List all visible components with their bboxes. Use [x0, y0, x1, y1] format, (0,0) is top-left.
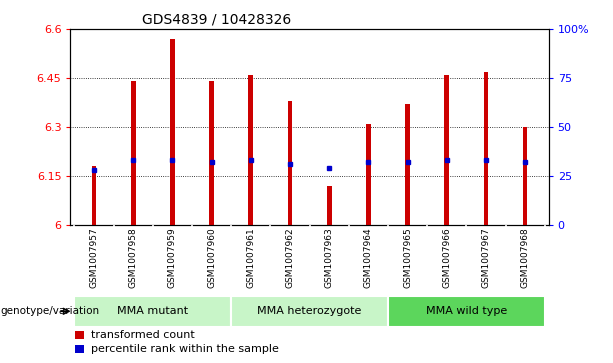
- Text: genotype/variation: genotype/variation: [0, 306, 99, 316]
- Text: GSM1007968: GSM1007968: [520, 227, 530, 288]
- Bar: [405, 104, 410, 225]
- Bar: [74, 296, 231, 327]
- Text: GSM1007959: GSM1007959: [168, 227, 177, 288]
- Text: GSM1007964: GSM1007964: [364, 227, 373, 288]
- Text: MMA wild type: MMA wild type: [425, 306, 507, 316]
- Bar: [170, 39, 175, 225]
- Bar: [484, 72, 489, 225]
- Text: GDS4839 / 10428326: GDS4839 / 10428326: [142, 12, 291, 26]
- Text: percentile rank within the sample: percentile rank within the sample: [91, 344, 279, 354]
- Bar: [388, 296, 545, 327]
- Bar: [75, 345, 84, 354]
- Text: GSM1007967: GSM1007967: [481, 227, 490, 288]
- Bar: [92, 166, 96, 225]
- Text: GSM1007963: GSM1007963: [325, 227, 333, 288]
- Bar: [523, 127, 527, 225]
- Bar: [75, 331, 84, 339]
- Text: GSM1007958: GSM1007958: [129, 227, 138, 288]
- Bar: [366, 124, 371, 225]
- Bar: [131, 81, 135, 225]
- Text: MMA heterozygote: MMA heterozygote: [257, 306, 362, 316]
- Text: MMA mutant: MMA mutant: [117, 306, 188, 316]
- Text: GSM1007962: GSM1007962: [286, 227, 294, 288]
- Text: transformed count: transformed count: [91, 330, 195, 339]
- Bar: [327, 186, 332, 225]
- Bar: [248, 75, 253, 225]
- Text: GSM1007965: GSM1007965: [403, 227, 412, 288]
- Bar: [231, 296, 388, 327]
- Text: GSM1007957: GSM1007957: [89, 227, 99, 288]
- Bar: [209, 81, 214, 225]
- Text: GSM1007960: GSM1007960: [207, 227, 216, 288]
- Bar: [444, 75, 449, 225]
- Text: GSM1007966: GSM1007966: [442, 227, 451, 288]
- Text: GSM1007961: GSM1007961: [246, 227, 255, 288]
- Bar: [287, 101, 292, 225]
